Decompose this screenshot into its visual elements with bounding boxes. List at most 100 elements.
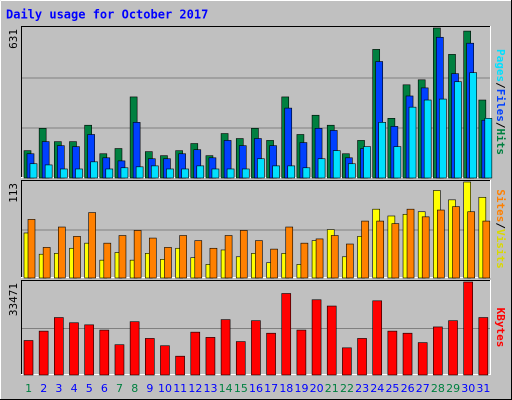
x-tick-label: 10 [158, 382, 172, 395]
x-tick-label: 13 [204, 382, 218, 395]
bar [326, 305, 337, 376]
bar [439, 98, 447, 179]
bar [99, 329, 110, 376]
legend-separator: / [494, 82, 507, 89]
x-tick-label: 30 [461, 382, 475, 395]
legend-separator: / [494, 122, 507, 129]
bar [448, 320, 458, 376]
legend-entry: Files [494, 89, 507, 122]
bar [251, 320, 261, 376]
bar [296, 329, 307, 376]
bar [454, 81, 462, 179]
legend: KBytes [494, 308, 507, 348]
legend: Pages/Files/Hits [494, 49, 507, 155]
bar [27, 219, 36, 279]
y-tick-label: 113 [7, 183, 20, 203]
bar [164, 247, 172, 279]
x-tick-label: 9 [146, 382, 153, 395]
bar [75, 168, 83, 179]
bar [118, 235, 127, 279]
x-tick-label: 16 [249, 382, 263, 395]
bar [346, 243, 354, 279]
bar [160, 345, 170, 376]
bar [452, 206, 460, 279]
chart-title: Daily usage for October 2017 [6, 8, 208, 22]
legend-entry: Sites [494, 189, 507, 222]
legend-entry: Visits [494, 229, 507, 269]
bar [88, 212, 96, 279]
x-tick-label: 23 [355, 382, 369, 395]
bar [103, 242, 112, 279]
bar [317, 158, 326, 179]
x-tick-label: 27 [416, 382, 430, 395]
bar [179, 235, 187, 279]
x-tick-label: 2 [40, 382, 47, 395]
x-tick-label: 18 [279, 382, 293, 395]
x-tick-label: 22 [340, 382, 354, 395]
x-tick-label: 21 [325, 382, 339, 395]
bar [166, 168, 174, 179]
x-tick-label: 1 [25, 382, 32, 395]
bar [408, 106, 417, 179]
bar [332, 150, 341, 179]
legend: Sites/Visits [494, 189, 507, 269]
legend-separator: / [494, 222, 507, 229]
bar [330, 235, 339, 279]
bar [357, 338, 367, 376]
bar [348, 163, 356, 179]
bar [484, 118, 493, 179]
bar [378, 122, 387, 179]
bar [272, 165, 280, 179]
bar [300, 242, 309, 279]
x-tick-label: 4 [71, 382, 78, 395]
x-tick-label: 7 [116, 382, 123, 395]
bar [270, 248, 278, 279]
bar [311, 299, 322, 376]
x-tick-label: 28 [431, 382, 445, 395]
bar [421, 216, 430, 279]
bar [482, 220, 491, 279]
bar [44, 164, 53, 179]
x-tick-label: 12 [188, 382, 202, 395]
bar [105, 168, 114, 179]
bar [23, 340, 34, 376]
bar [239, 230, 248, 279]
bar [372, 300, 383, 376]
bar [361, 220, 369, 279]
legend-entry: KBytes [494, 308, 507, 348]
bar [266, 332, 276, 376]
bar [205, 337, 216, 376]
bar [42, 247, 51, 279]
bar [69, 322, 79, 376]
bar [129, 321, 140, 376]
bar [287, 165, 296, 179]
x-tick-label: 5 [86, 382, 93, 395]
legend-entry: Pages [494, 49, 507, 82]
bar [90, 161, 98, 179]
bar [175, 355, 185, 376]
x-tick-label: 8 [131, 382, 138, 395]
bar [29, 163, 38, 179]
bar [376, 220, 385, 279]
bar [393, 146, 402, 179]
x-tick-label: 17 [264, 382, 278, 395]
bar [120, 167, 129, 179]
bar [387, 330, 398, 376]
bar [478, 317, 489, 376]
x-tick-label: 15 [234, 382, 248, 395]
bar [363, 146, 371, 179]
bar [150, 165, 159, 179]
bar [257, 158, 265, 179]
bar [469, 72, 477, 179]
bar [235, 341, 246, 376]
bar [302, 167, 311, 179]
x-tick-label: 3 [55, 382, 62, 395]
bar [148, 237, 157, 279]
x-tick-label: 11 [173, 382, 187, 395]
x-tick-label: 29 [446, 382, 460, 395]
bar [135, 166, 144, 179]
bar [467, 211, 475, 279]
bar [114, 344, 125, 376]
x-tick-label: 19 [294, 382, 308, 395]
bar [194, 240, 203, 279]
